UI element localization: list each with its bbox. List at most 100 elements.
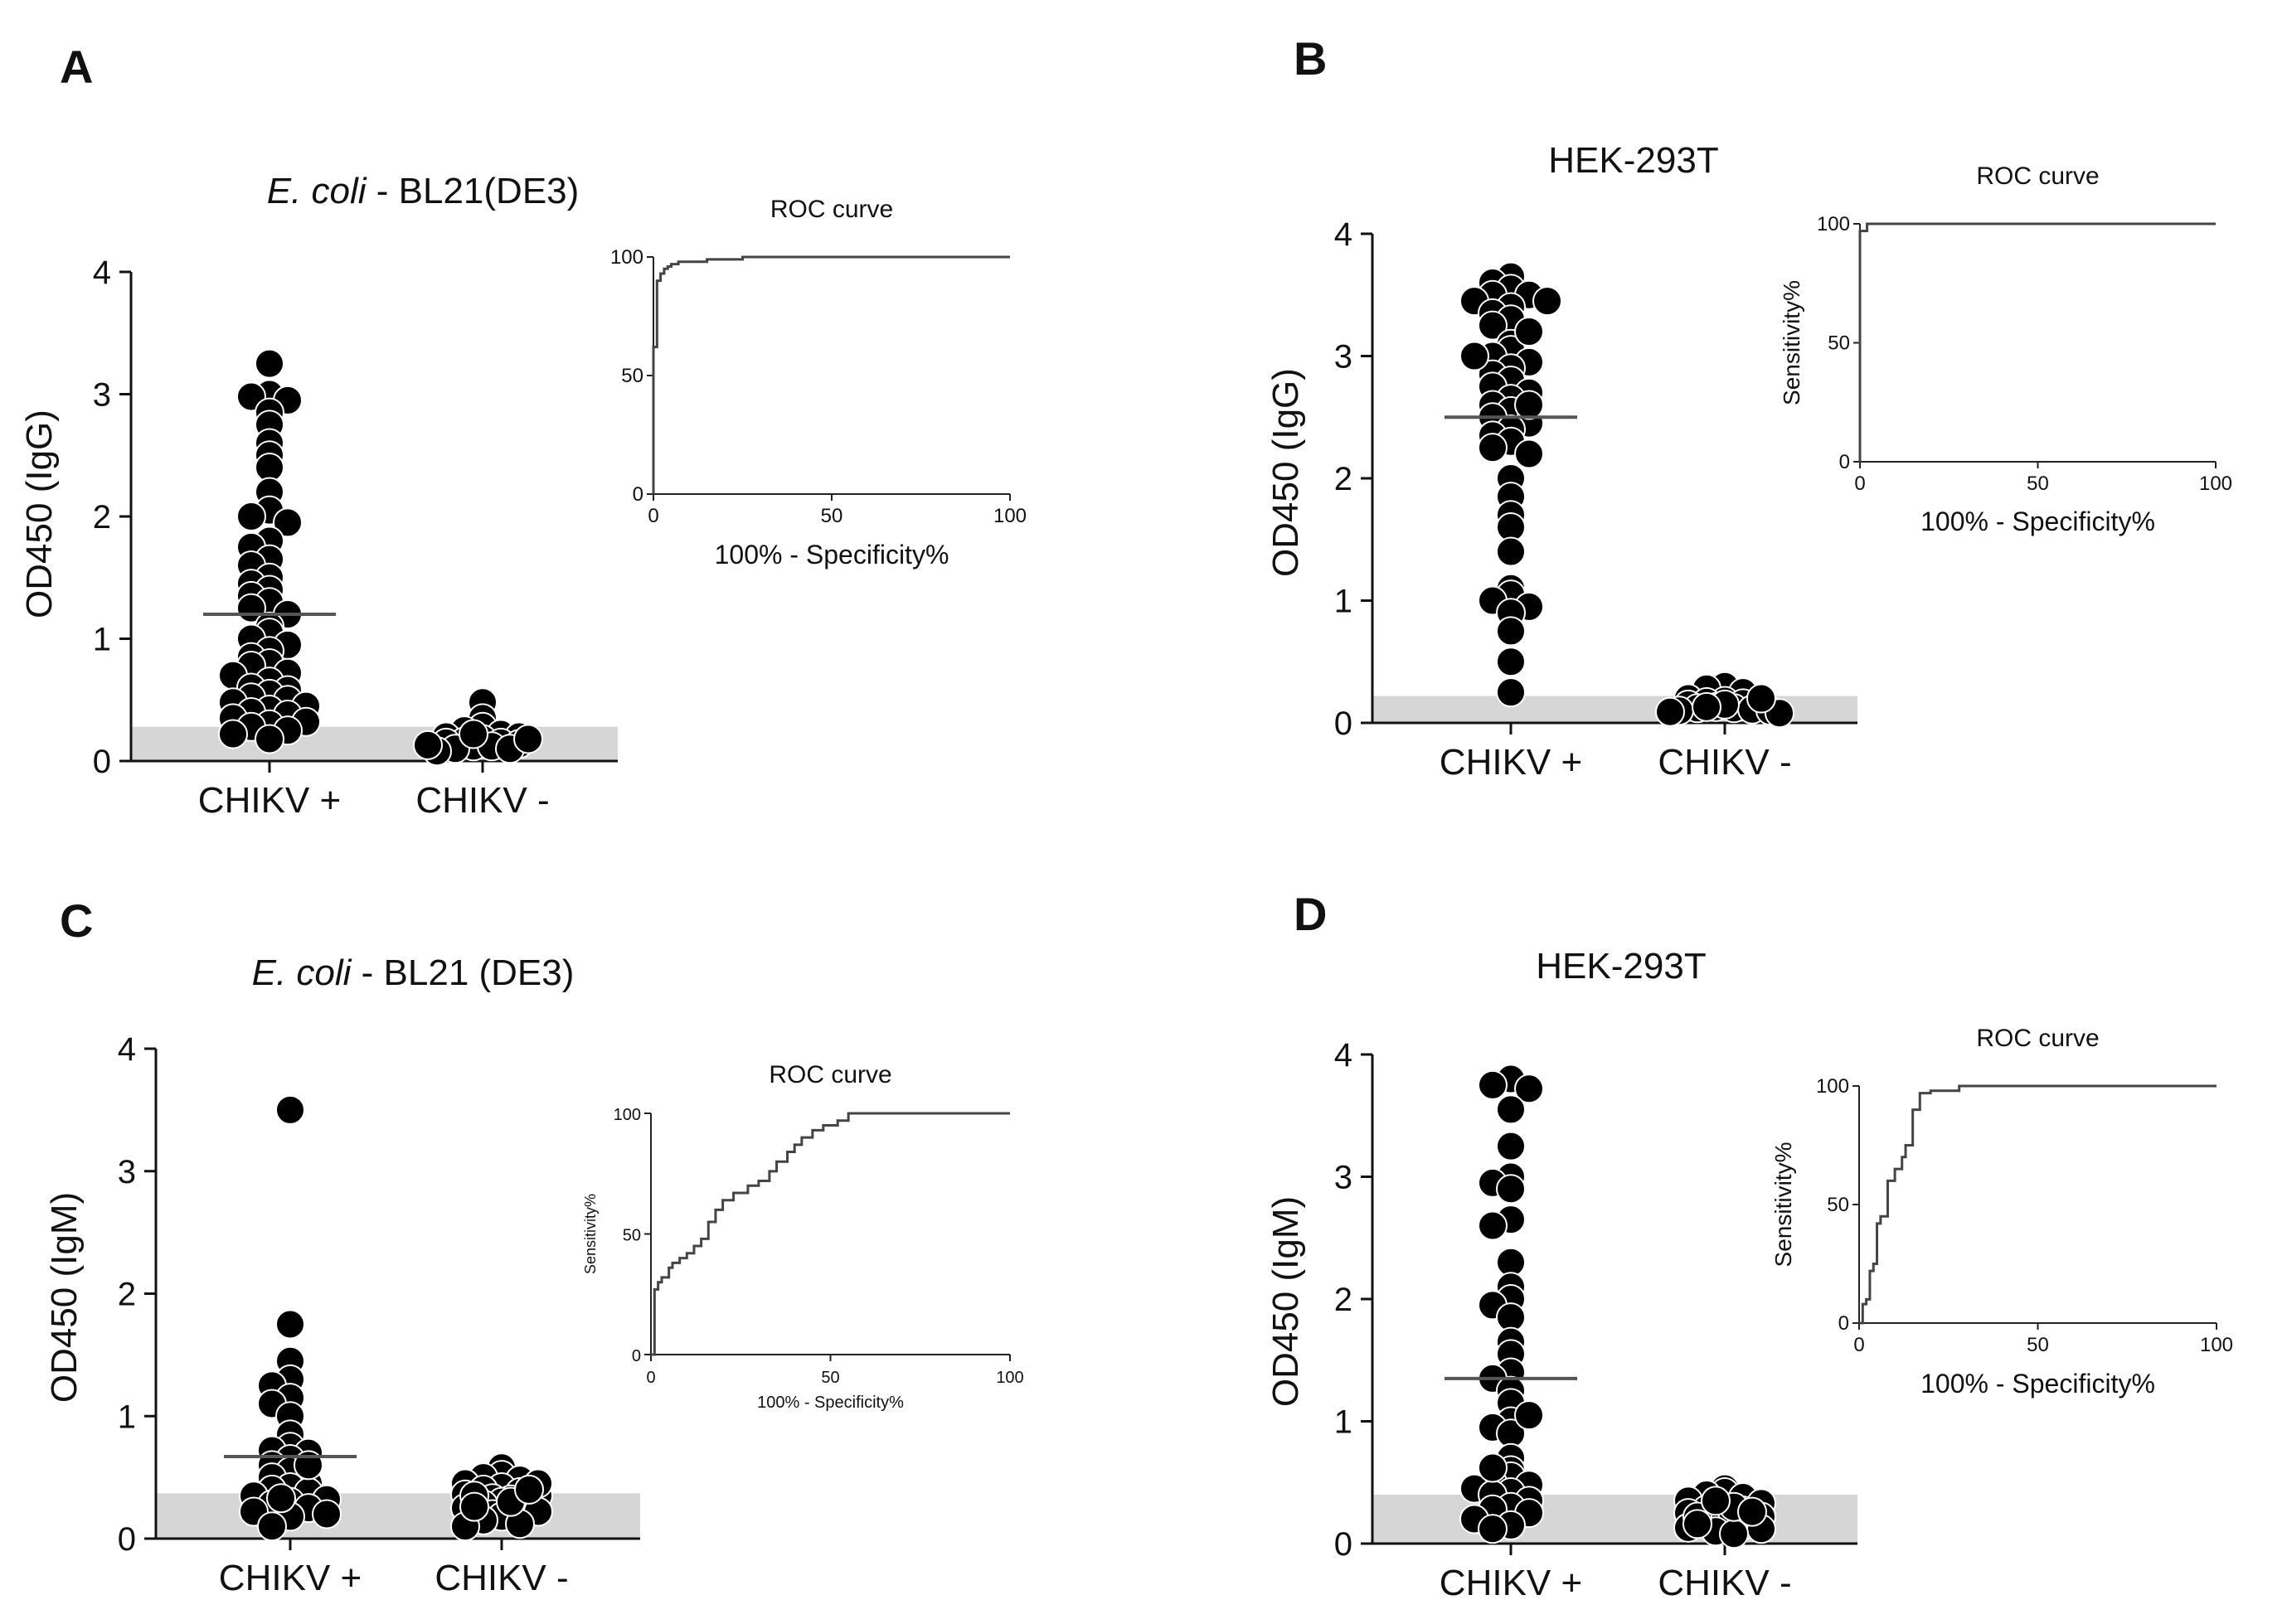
data-point xyxy=(1701,1486,1731,1516)
roc-x-tick-label: 50 xyxy=(821,1369,839,1387)
roc-title: ROC curve xyxy=(1976,1025,2099,1052)
data-point xyxy=(1496,536,1526,567)
y-tick-label: 3 xyxy=(1334,1160,1352,1196)
y-tick-label: 3 xyxy=(118,1154,136,1190)
data-point xyxy=(1496,1131,1526,1161)
category-label: CHIKV - xyxy=(435,1558,568,1598)
roc-x-tick-label: 0 xyxy=(646,1369,655,1387)
data-point xyxy=(1478,1069,1508,1100)
data-point xyxy=(257,1511,287,1542)
y-tick-label: 2 xyxy=(93,499,111,536)
y-tick-label: 4 xyxy=(1334,216,1352,253)
y-tick-label: 3 xyxy=(93,377,111,414)
roc-x-tick-label: 100 xyxy=(996,1369,1023,1387)
data-point xyxy=(514,1474,544,1505)
panel-a-title-italic: E. coli xyxy=(267,171,367,211)
roc-y-axis-label: Sensitivity% xyxy=(1779,280,1804,405)
roc-x-tick-label: 50 xyxy=(821,505,843,527)
roc-title: ROC curve xyxy=(770,196,893,223)
data-point xyxy=(255,724,284,754)
roc-y-axis-label: Sensitivity% xyxy=(1770,1142,1796,1268)
category-label: CHIKV + xyxy=(198,780,341,821)
y-tick-label: 1 xyxy=(1334,584,1352,620)
roc-x-tick-label: 50 xyxy=(2027,473,2049,495)
y-tick-label: 3 xyxy=(1334,339,1352,376)
roc-x-axis-label: 100% - Specificity% xyxy=(1920,507,2155,536)
data-point xyxy=(1532,286,1562,317)
data-point xyxy=(266,1483,296,1514)
data-point xyxy=(1496,616,1526,647)
roc-y-tick-label: 100 xyxy=(1817,213,1850,235)
data-point xyxy=(1496,1174,1526,1205)
y-tick-label: 2 xyxy=(1334,461,1352,497)
category-label: CHIKV - xyxy=(415,780,549,821)
roc-x-tick-label: 50 xyxy=(2027,1334,2049,1356)
category-label: CHIKV - xyxy=(1658,1563,1791,1603)
y-tick-label: 0 xyxy=(118,1521,136,1558)
panel-letter-b: B xyxy=(1294,32,1327,85)
panel-d-title-rest: HEK-293T xyxy=(1536,946,1706,987)
roc-y-tick-label: 50 xyxy=(1827,1194,1849,1216)
roc-curve-line xyxy=(651,1112,1010,1356)
data-point xyxy=(236,502,266,531)
data-point xyxy=(1496,677,1526,708)
panel-a-roc: ROC curve 0 50 100 0 50 100 100% - Specificity% xyxy=(610,196,1027,570)
panel-d-scatter: 0 1 2 3 4 OD450 (IgM) CHIKV + CHIKV - xyxy=(1265,1037,1857,1603)
cutoff-band xyxy=(131,726,618,761)
panel-b-title-rest: HEK-293T xyxy=(1548,140,1718,181)
roc-curve-line xyxy=(1858,222,2216,462)
y-tick-label: 0 xyxy=(1334,705,1352,742)
roc-y-tick-label: 100 xyxy=(614,1106,641,1124)
data-point xyxy=(1682,1509,1712,1539)
panel-b-scatter: 0 1 2 3 4 OD450 (IgG) CHIKV + CHIKV - xyxy=(1265,216,1857,783)
y-tick-label: 1 xyxy=(93,622,111,658)
panel-a-scatter: 0 1 2 3 4 OD450 (IgG) CHIKV + CHIKV - xyxy=(19,255,618,821)
data-point xyxy=(275,1094,305,1125)
data-point xyxy=(1746,683,1776,714)
data-point xyxy=(1478,433,1508,463)
data-point xyxy=(1478,1514,1508,1544)
roc-y-axis-label: Sensitivity% xyxy=(582,1194,599,1274)
data-point xyxy=(1496,1094,1526,1125)
y-tick-label: 2 xyxy=(118,1277,136,1313)
data-point xyxy=(1692,691,1721,722)
data-point xyxy=(1655,696,1685,727)
roc-y-tick-label: 0 xyxy=(632,1347,641,1365)
data-point xyxy=(275,1309,305,1340)
panel-a-title-rest: - BL21(DE3) xyxy=(367,171,580,211)
roc-y-tick-label: 50 xyxy=(1828,332,1850,355)
panel-c-roc: ROC curve 0 50 100 0 50 100 100% - Specificity%… xyxy=(582,1061,1024,1412)
panel-c-title-italic: E. coli xyxy=(252,953,352,993)
y-tick-label: 1 xyxy=(1334,1404,1352,1441)
data-point xyxy=(1737,1496,1767,1527)
roc-x-tick-label: 100 xyxy=(993,505,1027,527)
y-tick-label: 1 xyxy=(118,1399,136,1435)
roc-x-tick-label: 0 xyxy=(1853,1334,1864,1356)
data-point xyxy=(312,1499,342,1529)
roc-x-tick-label: 100 xyxy=(2200,1334,2233,1356)
y-tick-label: 0 xyxy=(93,744,111,780)
y-axis-label: OD450 (IgM) xyxy=(44,1192,85,1403)
panel-letter-c: C xyxy=(60,894,93,947)
category-label: CHIKV + xyxy=(219,1558,362,1598)
roc-title: ROC curve xyxy=(1976,162,2099,190)
data-point xyxy=(1514,439,1544,469)
roc-curve-line xyxy=(1859,1084,2217,1325)
panel-c-title: E. coli - BL21 (DE3) xyxy=(252,953,575,993)
y-axis-label: OD450 (IgG) xyxy=(1265,368,1306,577)
panel-letter-d: D xyxy=(1294,888,1327,940)
cutoff-band xyxy=(1372,1495,1857,1544)
y-axis-label: OD450 (IgG) xyxy=(19,410,60,618)
y-tick-label: 2 xyxy=(1334,1282,1352,1318)
panel-b-roc: ROC curve 0 50 100 0 50 100 100% - Specificity%… xyxy=(1779,162,2232,536)
roc-title: ROC curve xyxy=(769,1061,891,1088)
y-tick-label: 4 xyxy=(118,1031,136,1068)
data-point xyxy=(1514,317,1544,347)
data-point xyxy=(218,719,248,749)
roc-y-tick-label: 50 xyxy=(621,365,643,387)
y-tick-label: 0 xyxy=(1334,1526,1352,1563)
panel-c-title-rest: - BL21 (DE3) xyxy=(351,953,574,993)
panel-a-title: E. coli - BL21(DE3) xyxy=(267,171,580,211)
roc-curve-line xyxy=(652,255,1010,494)
